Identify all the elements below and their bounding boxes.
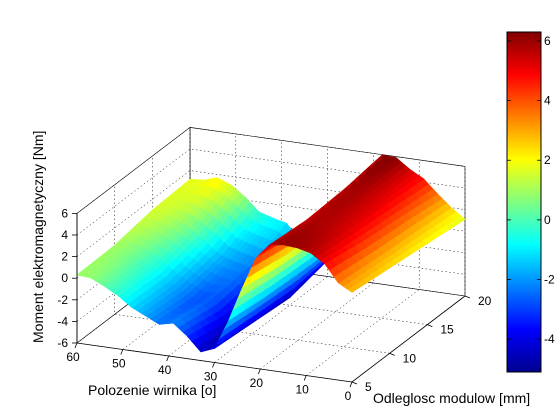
colorbar-tick-label: 2: [544, 153, 551, 167]
axis-edge: [351, 295, 466, 383]
x-tick-mark: [166, 355, 170, 362]
y-tick-mark: [464, 295, 471, 299]
x-tick-mark: [74, 342, 78, 349]
x-tick-label: 30: [204, 370, 218, 384]
z-tick-label: -6: [57, 336, 68, 350]
y-tick-mark: [351, 381, 358, 385]
y-tick-mark: [389, 352, 395, 356]
y-tick-label: 15: [440, 323, 454, 337]
x-tick-label: 50: [112, 357, 126, 371]
x-tick-mark: [120, 349, 124, 355]
colorbar-gradient: [506, 31, 542, 373]
colorbar: 6 4 2 0 -2 -4: [506, 31, 555, 373]
x-tick-label: 60: [66, 350, 80, 364]
z-tick-label: -2: [57, 293, 68, 307]
grid-line-y: [189, 127, 466, 297]
grid-line-y: [152, 156, 428, 325]
colorbar-tick-label: 6: [544, 34, 551, 48]
x-tick-mark: [303, 375, 307, 381]
y-tick-label: 10: [403, 351, 417, 365]
surface-plot: [76, 154, 466, 353]
x-tick-mark: [212, 362, 215, 368]
z-tick-label: 6: [61, 206, 68, 220]
y-tick-label: 20: [478, 294, 492, 308]
x-tick-mark: [257, 368, 261, 375]
z-tick-label: -4: [57, 314, 68, 328]
y-axis-label: Odleglosc modulow [mm]: [373, 390, 530, 406]
grid-line-y: [114, 184, 390, 354]
z-tick-label: 2: [61, 250, 68, 264]
x-tick-label: 10: [295, 383, 309, 397]
grid-line-x: [168, 140, 282, 357]
colorbar-tick-label: -4: [544, 332, 555, 346]
y-tick-label: 5: [365, 380, 372, 394]
x-tick-label: 40: [158, 363, 172, 377]
z-tick-label: 4: [61, 228, 68, 242]
grid-line-x: [351, 166, 466, 383]
y-tick-mark: [427, 324, 433, 328]
z-axis-label: Moment elektromagnetyczny [Nm]: [30, 131, 46, 343]
x-tick-label: 20: [250, 376, 264, 390]
x-axis-label: Polozenie wirnika [o]: [88, 382, 216, 398]
colorbar-tick-label: -2: [544, 273, 555, 287]
x-tick-label: 0: [345, 389, 352, 403]
x-tick-mark: [349, 381, 353, 388]
colorbar-ticks: 6 4 2 0 -2 -4: [507, 34, 555, 346]
colorbar-tick-label: 4: [544, 94, 551, 108]
z-tick-label: 0: [61, 271, 68, 285]
surface-patch: [76, 268, 90, 277]
colorbar-tick-label: 0: [544, 213, 551, 227]
